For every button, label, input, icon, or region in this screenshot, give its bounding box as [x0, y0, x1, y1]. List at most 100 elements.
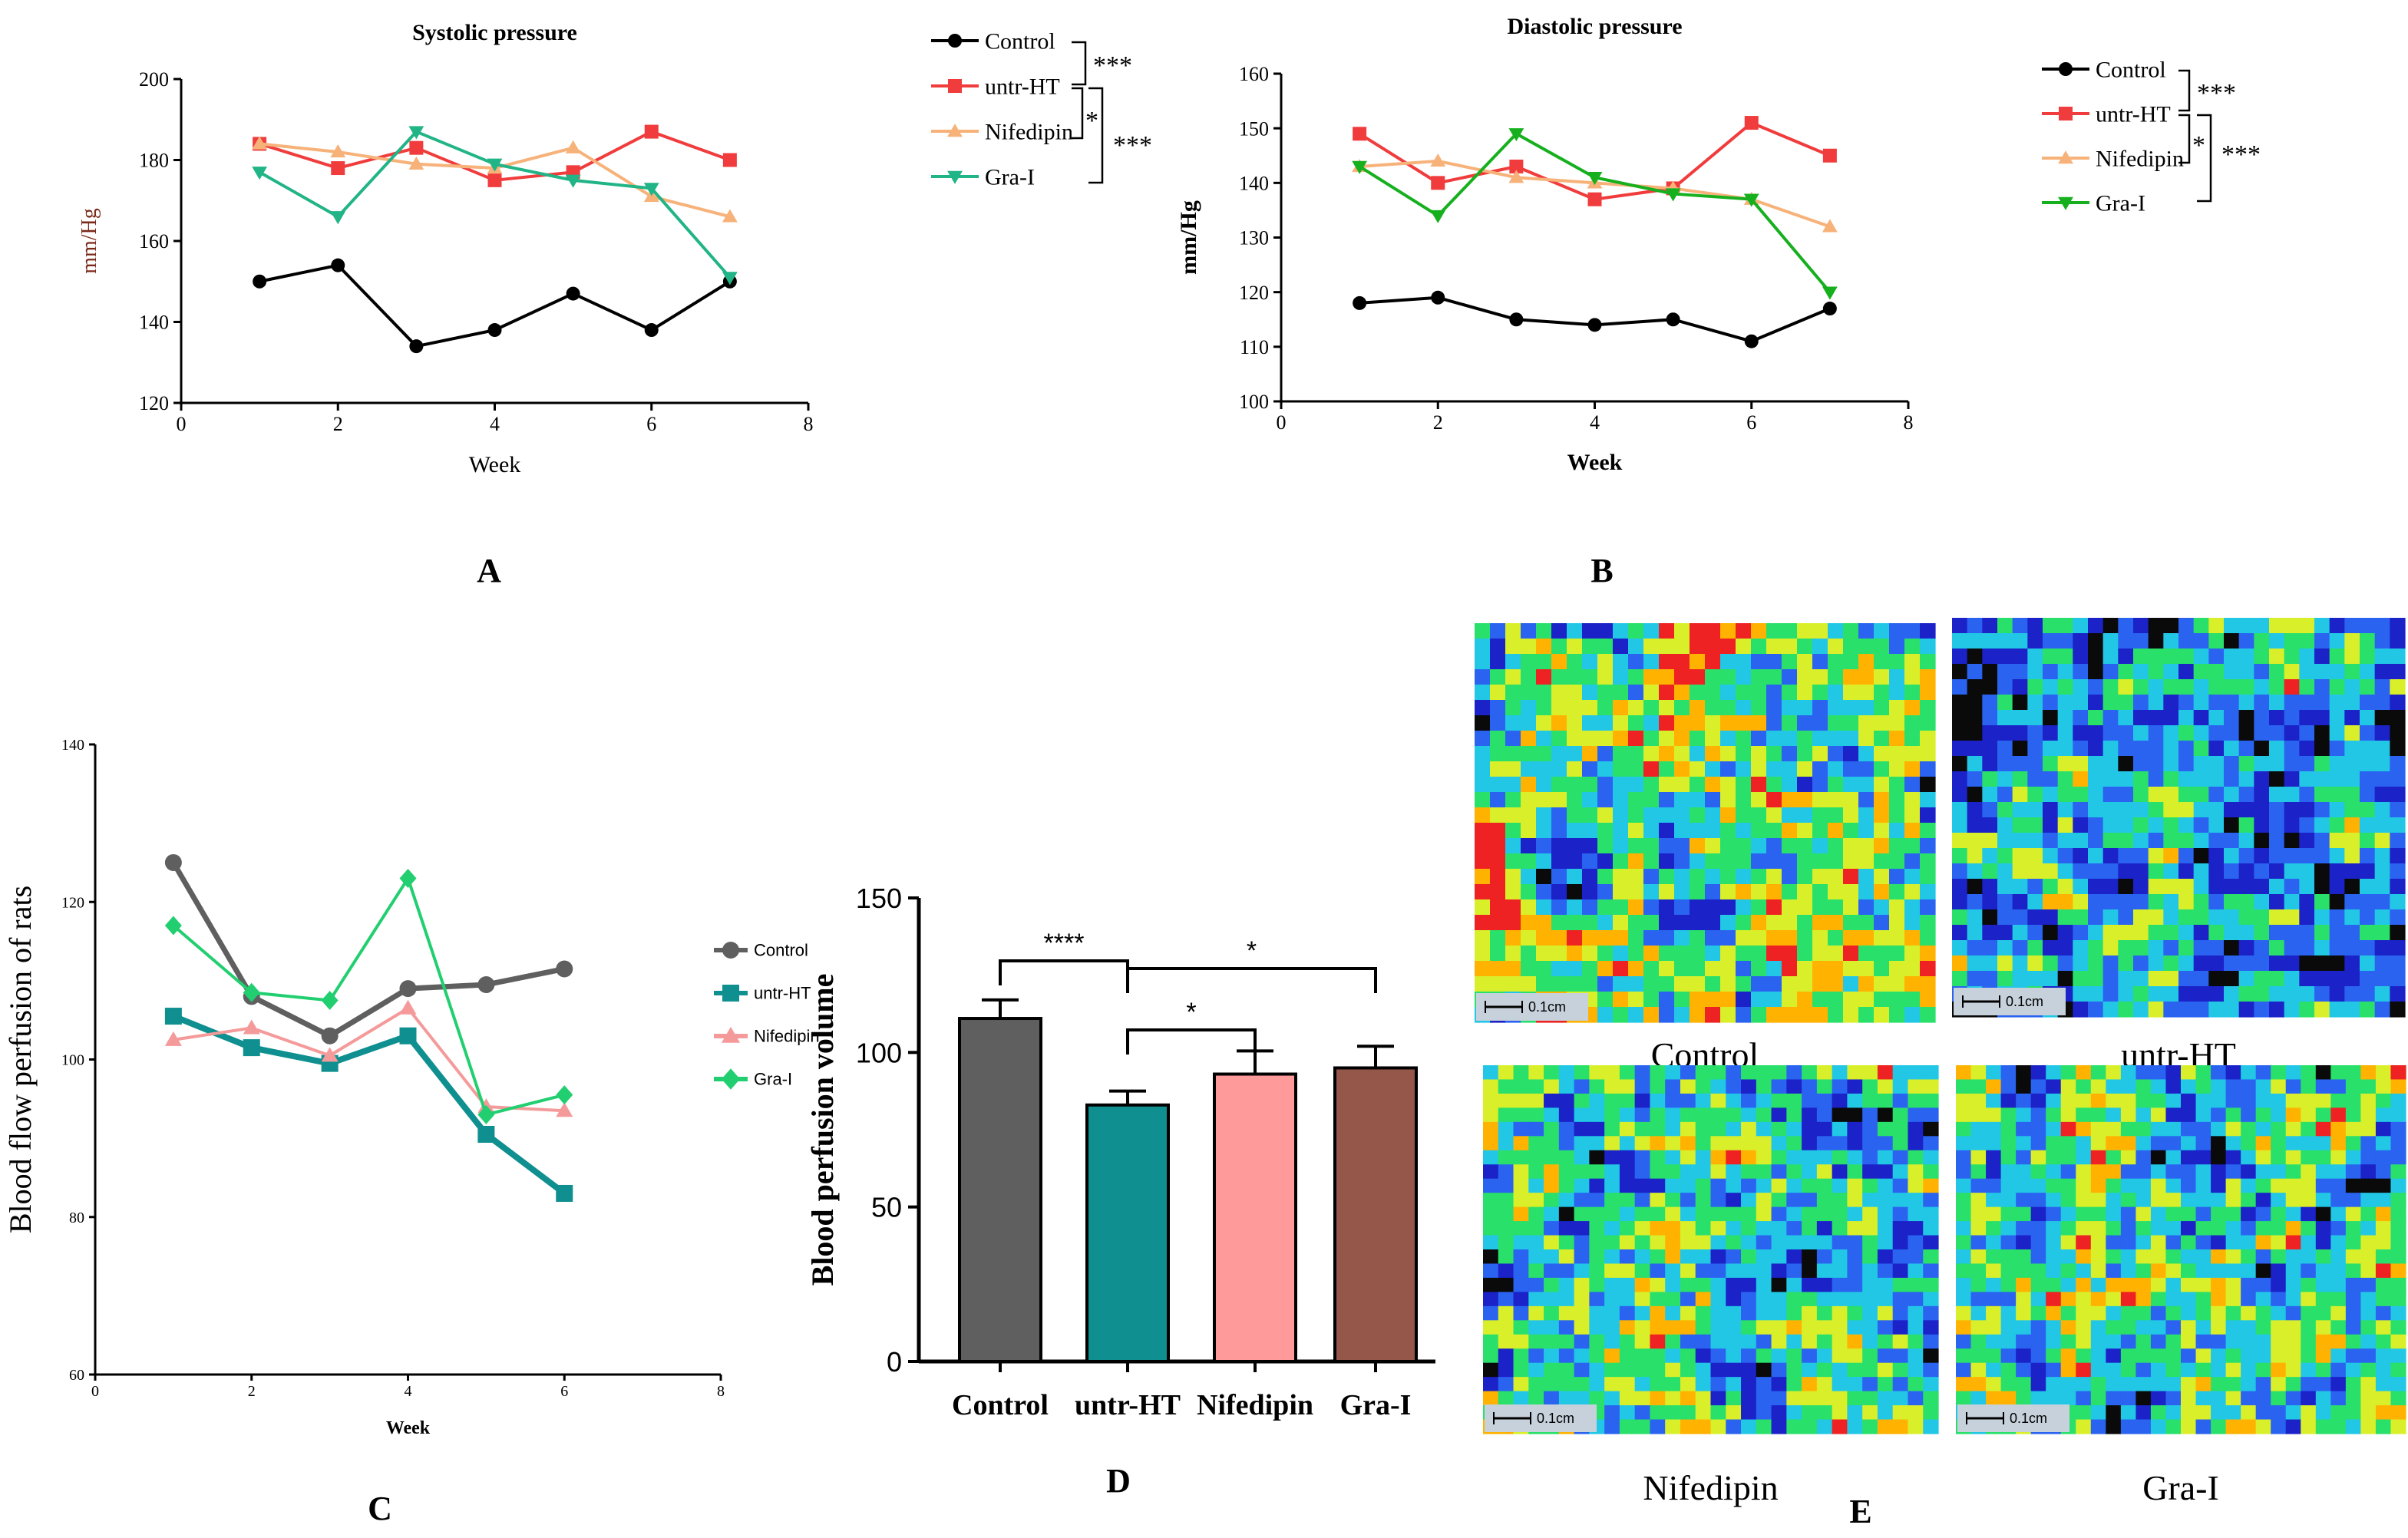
heat-cell: [2254, 986, 2270, 1002]
heat-cell: [1475, 961, 1491, 977]
heat-cell: [1619, 1107, 1636, 1123]
heat-cell: [2241, 1206, 2257, 1222]
heat-cell: [1613, 930, 1629, 946]
heat-cell: [1680, 1292, 1696, 1307]
heat-cell: [2254, 971, 2270, 987]
heat-cell: [2224, 894, 2240, 910]
heat-cell: [2057, 925, 2073, 941]
heat-cell: [1812, 669, 1828, 685]
heat-cell: [2195, 1277, 2211, 1292]
heat-cell: [2241, 1334, 2257, 1349]
heat-cell: [2225, 1136, 2241, 1151]
heat-cell: [1802, 1391, 1818, 1406]
heat-cell: [1475, 639, 1491, 655]
heat-cell: [2314, 802, 2330, 818]
heat-cell: [2133, 802, 2149, 818]
heat-cell: [1904, 792, 1921, 808]
heat-cell: [2178, 1002, 2195, 1018]
heat-cell: [1843, 639, 1859, 655]
heat-cell: [1567, 761, 1583, 777]
heat-cell: [2301, 1235, 2317, 1250]
y-tick-label: 140: [61, 737, 84, 754]
heat-cell: [2224, 787, 2240, 803]
heat-cell: [2390, 925, 2406, 941]
heat-cell: [2060, 1107, 2076, 1123]
heat-cell: [2390, 1065, 2406, 1081]
heat-cell: [2241, 1405, 2257, 1421]
heat-cell: [2375, 1405, 2392, 1421]
heat-cell: [1952, 863, 1968, 880]
heat-cell: [1650, 1065, 1666, 1081]
heat-cell: [2090, 1065, 2106, 1081]
heat-cell: [2224, 817, 2240, 833]
heat-cell: [1498, 1164, 1514, 1180]
heat-cell: [1720, 807, 1736, 823]
heat-cell: [1665, 1065, 1681, 1081]
heat-cell: [2375, 1079, 2392, 1094]
heat-cell: [1952, 909, 1968, 926]
heat-cell: [1567, 946, 1583, 962]
heat-cell: [1505, 777, 1521, 793]
heat-cell: [1970, 1136, 1987, 1151]
heat-cell: [2329, 925, 2345, 941]
heat-cell: [2345, 1405, 2361, 1421]
heat-cell: [2225, 1263, 2241, 1279]
heat-cell: [1782, 700, 1798, 716]
heat-cell: [1782, 899, 1798, 916]
heat-cell: [2301, 1334, 2317, 1349]
heat-cell: [2238, 802, 2254, 818]
heat-cell: [1690, 853, 1706, 870]
heat-cell: [1908, 1193, 1924, 1208]
heat-cell: [1956, 1193, 1972, 1208]
heat-cell: [1858, 746, 1875, 762]
heat-cell: [1812, 654, 1828, 670]
heat-cell: [1551, 623, 1567, 639]
heat-cell: [2360, 1292, 2377, 1307]
heat-cell: [1952, 833, 1968, 849]
heat-cell: [1802, 1065, 1818, 1081]
heat-cell: [2178, 695, 2195, 711]
heat-cell: [1920, 853, 1936, 870]
heat-cell: [1986, 1206, 2002, 1222]
heat-cell: [2329, 633, 2345, 649]
heat-cell: [1756, 1362, 1772, 1378]
heat-cell: [1923, 1235, 1939, 1250]
heat-cell: [1843, 869, 1859, 885]
heat-cell: [2390, 1093, 2406, 1108]
heat-cell: [2315, 1136, 2331, 1151]
heat-cell: [2211, 1121, 2227, 1137]
heat-cell: [2148, 833, 2164, 849]
heat-cell: [1741, 1277, 1757, 1292]
heat-cell: [2148, 618, 2164, 634]
heat-cell: [1771, 1193, 1787, 1208]
heat-cell: [1952, 894, 1968, 910]
heat-cell: [1650, 1305, 1666, 1321]
heat-cell: [1771, 1277, 1787, 1292]
heat-cell: [1847, 1164, 1863, 1180]
heat-cell: [2088, 1002, 2104, 1018]
heat-cell: [1828, 884, 1844, 900]
panel-letter-c: C: [368, 1490, 392, 1527]
heat-cell: [1705, 992, 1721, 1008]
heat-cell: [2345, 1305, 2361, 1321]
heat-cell: [2181, 1249, 2197, 1265]
y-axis-label: mm/Hg: [78, 208, 101, 274]
heat-cell: [2057, 863, 2073, 880]
heat-cell: [2390, 802, 2406, 818]
heat-cell: [1766, 700, 1782, 716]
heat-cell: [2269, 909, 2285, 926]
heat-cell: [2148, 679, 2164, 695]
series-control: [1353, 290, 1837, 348]
heat-cell: [1908, 1065, 1924, 1081]
heat-cell: [2060, 1249, 2076, 1265]
heat-cell: [2120, 1292, 2136, 1307]
heat-cell: [1528, 1334, 1544, 1349]
heat-cell: [1475, 915, 1491, 931]
heat-cell: [2057, 909, 2073, 926]
heat-cell: [1505, 869, 1521, 885]
heat-cell: [2301, 1362, 2317, 1378]
heat-cell: [1797, 869, 1813, 885]
heat-cell: [1659, 884, 1675, 900]
heat-cell: [1923, 1065, 1939, 1081]
heat-cell: [1551, 807, 1567, 823]
